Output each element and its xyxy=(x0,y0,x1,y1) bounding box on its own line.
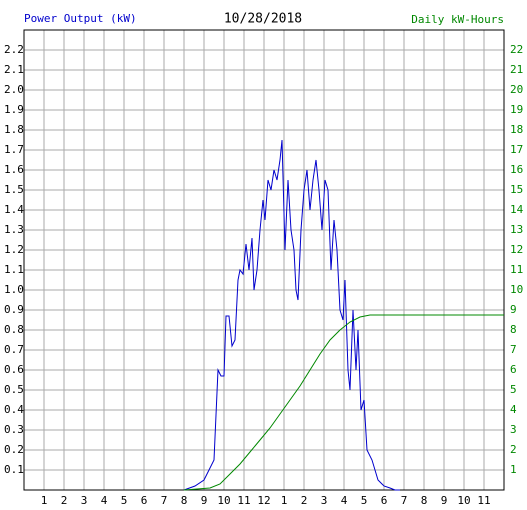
y2-tick-label: 18 xyxy=(510,123,523,136)
x-tick-label: 10 xyxy=(457,494,470,507)
y-tick-label: 0.4 xyxy=(4,403,24,416)
y2-tick-label: 3 xyxy=(510,423,517,436)
y2-tick-label: 22 xyxy=(510,43,523,56)
x-tick-label: 6 xyxy=(381,494,388,507)
x-tick-label: 3 xyxy=(81,494,88,507)
x-tick-label: 9 xyxy=(201,494,208,507)
y2-tick-label: 20 xyxy=(510,83,523,96)
x-tick-label: 4 xyxy=(101,494,108,507)
y2-tick-label: 16 xyxy=(510,163,523,176)
x-tick-label: 2 xyxy=(301,494,308,507)
x-tick-label: 11 xyxy=(237,494,250,507)
y-tick-label: 1.8 xyxy=(4,123,24,136)
y2-tick-label: 8 xyxy=(510,323,517,336)
x-tick-label: 5 xyxy=(121,494,128,507)
plot-frame xyxy=(23,29,505,491)
y2-tick-label: 19 xyxy=(510,103,523,116)
x-tick-label: 1 xyxy=(41,494,48,507)
y-tick-label: 0.8 xyxy=(4,323,24,336)
y-tick-label: 0.9 xyxy=(4,303,24,316)
y-tick-label: 1.6 xyxy=(4,163,24,176)
y-tick-label: 1.5 xyxy=(4,183,24,196)
x-tick-label: 7 xyxy=(161,494,168,507)
x-tick-label: 10 xyxy=(217,494,230,507)
y2-tick-label: 6 xyxy=(510,363,517,376)
x-tick-label: 3 xyxy=(321,494,328,507)
y-tick-label: 1.0 xyxy=(4,283,24,296)
x-tick-label: 1 xyxy=(281,494,288,507)
x-tick-label: 6 xyxy=(141,494,148,507)
y-tick-label: 0.3 xyxy=(4,423,24,436)
series-line xyxy=(183,139,400,491)
y2-tick-label: 4 xyxy=(510,403,517,416)
y-tick-label: 2.2 xyxy=(4,43,24,56)
series-line xyxy=(183,314,504,491)
y-tick-label: 2.0 xyxy=(4,83,24,96)
x-tick-label: 12 xyxy=(257,494,270,507)
y-tick-label: 1.9 xyxy=(4,103,24,116)
y-tick-label: 0.2 xyxy=(4,443,24,456)
y-tick-label: 1.2 xyxy=(4,243,24,256)
y2-tick-label: 14 xyxy=(510,203,524,216)
y-tick-label: 0.5 xyxy=(4,383,24,396)
y-tick-label: 1.7 xyxy=(4,143,24,156)
y2-tick-label: 15 xyxy=(510,183,523,196)
y-tick-label: 0.7 xyxy=(4,343,24,356)
y-tick-label: 0.1 xyxy=(4,463,24,476)
x-tick-label: 11 xyxy=(477,494,490,507)
y2-tick-label: 13 xyxy=(510,223,523,236)
y2-tick-label: 11 xyxy=(510,263,523,276)
y2-axis-label: Daily kW-Hours xyxy=(411,13,504,26)
y-tick-label: 1.3 xyxy=(4,223,24,236)
y2-tick-label: 7 xyxy=(510,343,517,356)
y2-tick-label: 2 xyxy=(510,443,517,456)
x-tick-label: 8 xyxy=(181,494,188,507)
x-tick-label: 7 xyxy=(401,494,408,507)
x-tick-label: 8 xyxy=(421,494,428,507)
y-tick-label: 1.1 xyxy=(4,263,24,276)
y2-tick-label: 21 xyxy=(510,63,523,76)
y-tick-label: 0.6 xyxy=(4,363,24,376)
y2-tick-label: 10 xyxy=(510,283,523,296)
chart-title: 10/28/2018 xyxy=(224,12,302,27)
y-axis-label: Power Output (kW) xyxy=(24,12,137,25)
x-tick-label: 2 xyxy=(61,494,68,507)
x-tick-label: 5 xyxy=(361,494,368,507)
y-tick-label: 2.1 xyxy=(4,63,24,76)
y-tick-label: 1.4 xyxy=(4,203,24,216)
y2-tick-label: 12 xyxy=(510,243,523,256)
y2-tick-label: 5 xyxy=(510,383,517,396)
x-tick-label: 4 xyxy=(341,494,348,507)
y2-tick-label: 1 xyxy=(510,463,517,476)
x-tick-label: 9 xyxy=(441,494,448,507)
y2-tick-label: 9 xyxy=(510,303,517,316)
y2-tick-label: 17 xyxy=(510,143,523,156)
